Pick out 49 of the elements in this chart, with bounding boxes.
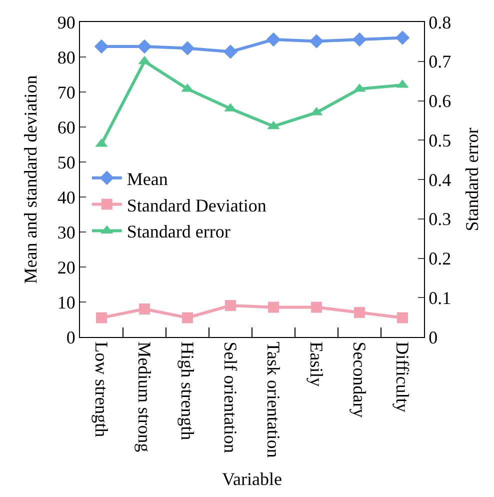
point: [311, 302, 322, 313]
y-tick-label: 50: [57, 152, 76, 172]
x-tick-label: High strength: [178, 342, 198, 440]
y2-tick-label: 0: [428, 327, 438, 348]
y-tick-label: 80: [57, 47, 76, 68]
y-tick-label: 10: [57, 292, 76, 312]
legend-label: Standard Deviation: [126, 195, 266, 216]
y2-tick-label: 0.7: [428, 52, 452, 72]
x-tick-label: Self orientation: [220, 342, 241, 454]
legend-label: Standard error: [126, 222, 230, 242]
x-tick-label: Low strength: [92, 342, 112, 438]
point: [352, 32, 367, 47]
y2-tick-label: 0.6: [428, 91, 452, 112]
y2-tick-label: 0.8: [428, 12, 452, 32]
y2-tick-label: 0.4: [428, 170, 452, 190]
x-tick-label: Medium strong: [134, 342, 155, 452]
x-tick-label: Task orientation: [264, 342, 284, 458]
point: [94, 39, 109, 54]
point: [266, 32, 281, 47]
y-tick-label: 90: [57, 12, 76, 32]
point: [309, 34, 324, 48]
y-tick-label: 40: [57, 187, 76, 208]
point: [397, 312, 408, 324]
y2-tick-label: 0.3: [428, 209, 452, 230]
x-tick-label: Difficulty: [392, 342, 413, 412]
y-tick-label: 20: [57, 257, 76, 278]
point: [223, 44, 238, 59]
y-tick-label: 30: [57, 222, 76, 242]
x-tick-label: Easily: [306, 342, 327, 387]
point: [182, 312, 193, 324]
point: [96, 312, 107, 324]
y-tick-label: 60: [57, 117, 76, 138]
legend-label: Mean: [126, 168, 168, 189]
y-tick-label: 70: [57, 82, 76, 102]
y2-tick-label: 0.5: [428, 130, 452, 150]
point: [225, 300, 236, 311]
point: [395, 30, 410, 45]
x-tick-label: Secondary: [350, 342, 370, 418]
y2-axis-title: Standard error: [462, 128, 482, 232]
x-axis-title: Variable: [222, 468, 282, 489]
point: [354, 307, 365, 318]
y2-tick-label: 0.2: [428, 248, 452, 269]
point: [137, 39, 152, 54]
y-axis-title: Mean and standard deviation: [20, 75, 41, 284]
point: [139, 304, 150, 314]
point: [180, 41, 195, 56]
y-tick-label: 0: [66, 327, 76, 348]
y2-tick-label: 0.1: [428, 288, 452, 308]
point: [268, 302, 279, 313]
